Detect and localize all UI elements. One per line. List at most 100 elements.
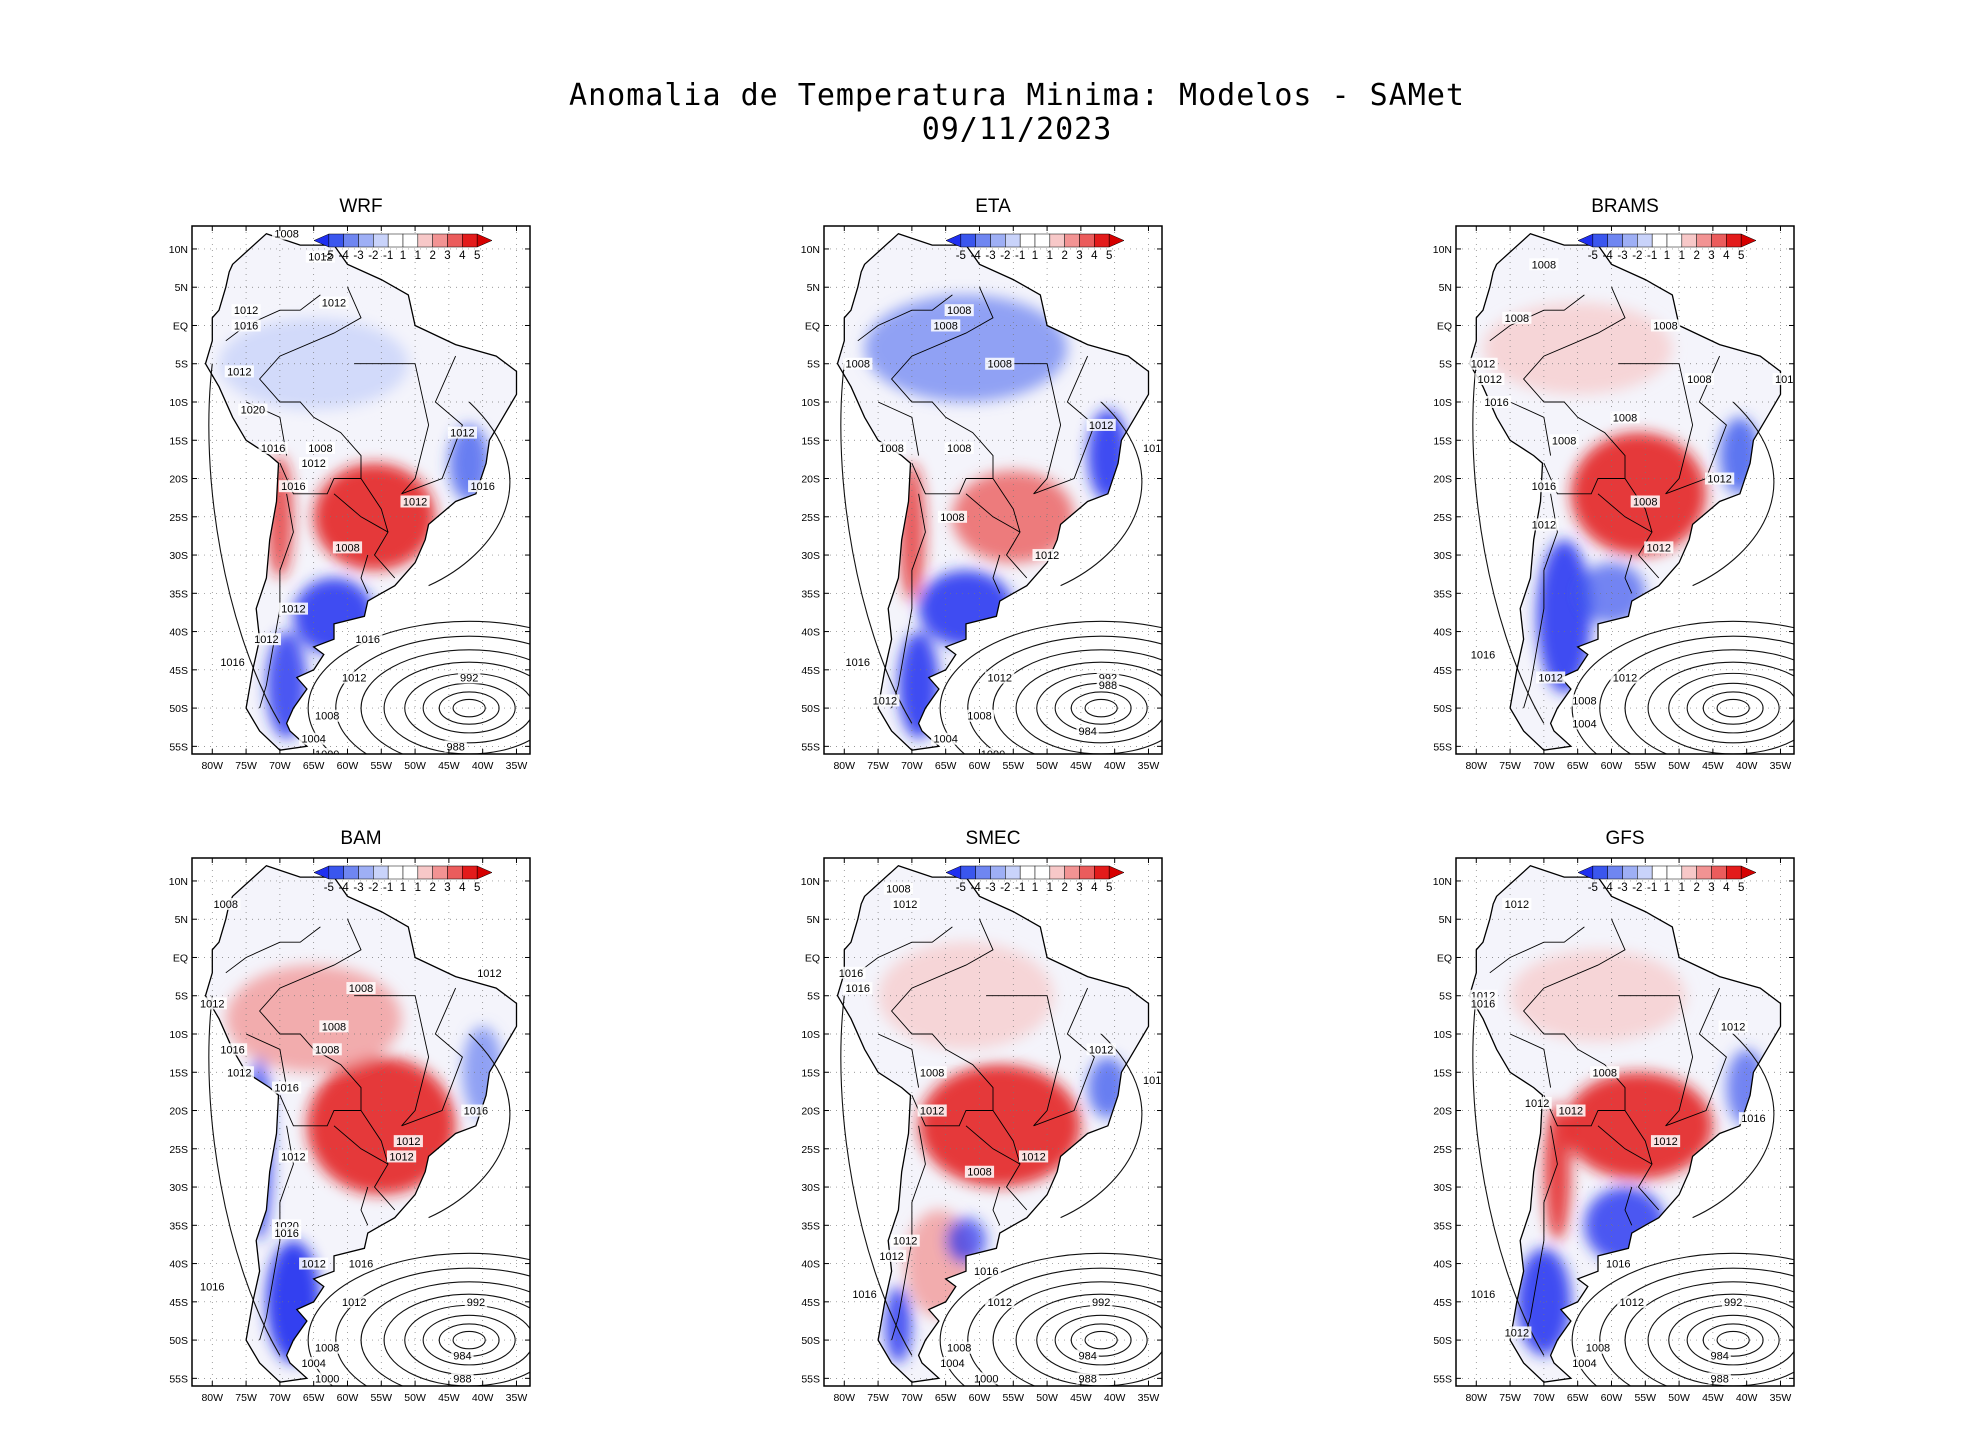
isobar-label: 1012: [308, 252, 332, 264]
colorbar-swatch: [1711, 865, 1727, 880]
figure-date: 09/11/2023: [921, 112, 1113, 147]
colorbar-swatch: [1681, 233, 1697, 248]
lon-label: 80W: [201, 760, 223, 772]
isobar-label-bg: [985, 1295, 1015, 1308]
colorbar-label: 1: [1664, 882, 1670, 894]
colorbar-label: -5: [1588, 250, 1598, 262]
lat-label: 40S: [169, 627, 188, 639]
lon-label: 80W: [833, 760, 855, 772]
lat-label: 40S: [801, 1259, 820, 1271]
colorbar-label: 5: [474, 250, 480, 262]
isobar-label: 1016: [974, 1266, 998, 1278]
isobar-label-bg: [346, 982, 376, 995]
lat-label: 5S: [1439, 359, 1452, 371]
lat-label: 30S: [169, 550, 188, 562]
panel-title: SMEC: [966, 828, 1021, 849]
lon-label: 80W: [833, 1392, 855, 1404]
isobar-label: 1012: [1532, 519, 1556, 531]
isobar-label-bg: [312, 709, 342, 722]
lat-label: 5S: [807, 991, 820, 1003]
colorbar-swatch: [1034, 233, 1051, 248]
lat-label: 20S: [1433, 474, 1452, 486]
isobar-label: 1008: [214, 899, 238, 911]
lat-label: 15S: [169, 1067, 188, 1079]
isobar-label: 1012: [1620, 1297, 1644, 1309]
isobar-label-bg: [1650, 319, 1681, 332]
country-border: [333, 493, 396, 579]
lon-label: 60W: [969, 1392, 991, 1404]
lon-label: 50W: [404, 1392, 426, 1404]
country-border: [1624, 554, 1633, 594]
map-svg: GFS 1012 1012 1016 1012 1008 1012 1012 1016 1012 1…: [1433, 828, 1795, 1404]
isobar-label: 988: [1099, 680, 1117, 692]
isobar-label-bg: [1468, 1288, 1498, 1301]
anomaly-region: [884, 1286, 912, 1364]
isobar-label-bg: [1096, 679, 1120, 692]
colorbar-swatch: [1005, 865, 1021, 880]
lon-label: 75W: [867, 1392, 889, 1404]
isobar-label-bg: [1569, 717, 1600, 730]
lat-label: 10S: [169, 397, 188, 409]
lon-label: 45W: [438, 760, 460, 772]
isobar-label-bg: [224, 1066, 254, 1079]
lat-label: 15S: [169, 435, 188, 447]
isobar: [1070, 691, 1132, 725]
colorbar-swatch: [1651, 233, 1668, 248]
coastline: [836, 864, 1150, 1383]
isobar-label: 1012: [227, 1067, 251, 1079]
isobar-label-bg: [278, 602, 308, 615]
isobar-label: 1016: [1471, 998, 1495, 1010]
isobar-label: 1012: [281, 604, 305, 616]
lon-label: 35W: [1770, 1392, 1792, 1404]
isobar-label: 1012: [1505, 1327, 1529, 1339]
isobar-label: 1012: [234, 305, 258, 317]
map-frame: [1455, 225, 1795, 755]
isobar-label-bg: [1502, 1326, 1532, 1339]
country-border: [986, 987, 1095, 1127]
lon-label: 55W: [1002, 1392, 1024, 1404]
isobar-label: 1012: [1505, 899, 1529, 911]
isobar-label: 1004: [1572, 1358, 1596, 1370]
isobar-label-bg: [1549, 434, 1579, 447]
isobar-label-bg: [299, 1257, 329, 1270]
colorbar: -5 -4 -3 -2 -1 1 1 2 3 4 5: [313, 865, 493, 894]
isobar: [335, 1267, 530, 1386]
isobar-label-bg: [217, 1043, 248, 1056]
isobar-label-bg: [278, 1150, 308, 1163]
isobar-label: 1008: [886, 884, 910, 896]
isobar-label: 1012: [988, 1297, 1012, 1309]
isobar-label-bg: [1086, 418, 1116, 431]
isobar-label: 1008: [315, 711, 339, 723]
colorbar-swatch: [1666, 233, 1683, 248]
isobar-label-bg: [339, 671, 369, 684]
isobar: [208, 995, 281, 1356]
colorbar-swatch: [1108, 865, 1125, 880]
isobar-label-bg: [451, 1349, 474, 1362]
isobar-label-bg: [468, 480, 498, 493]
isobar-label: 1004: [301, 1358, 325, 1370]
lat-label: 45S: [1433, 1297, 1452, 1309]
isobar-label-bg: [251, 633, 281, 646]
isobar-label-bg: [444, 740, 467, 753]
country-border: [965, 493, 1028, 579]
lon-label: 55W: [370, 1392, 392, 1404]
isobar: [1472, 995, 1545, 1356]
isobar-label: 1016: [1471, 1289, 1495, 1301]
anomaly-region: [1570, 432, 1707, 556]
isobar-label: 1008: [967, 1167, 991, 1179]
isobar: [840, 995, 913, 1356]
colorbar-swatch: [358, 865, 374, 880]
lat-label: 5N: [1439, 282, 1452, 294]
colorbar-label: 4: [1723, 250, 1730, 262]
isobar-label: 1012: [227, 366, 251, 378]
colorbar-label: 1: [1047, 882, 1053, 894]
isobar-label: 1008: [920, 1067, 944, 1079]
isobar-label: 1012: [1707, 474, 1731, 486]
lat-label: 25S: [1433, 1144, 1452, 1156]
isobar-label-bg: [451, 1372, 474, 1385]
lat-label: 30S: [801, 550, 820, 562]
isobar: [939, 620, 1162, 754]
isobar-label: 1012: [1647, 542, 1671, 554]
lon-label: 70W: [269, 1392, 291, 1404]
lat-label: 45S: [169, 1297, 188, 1309]
